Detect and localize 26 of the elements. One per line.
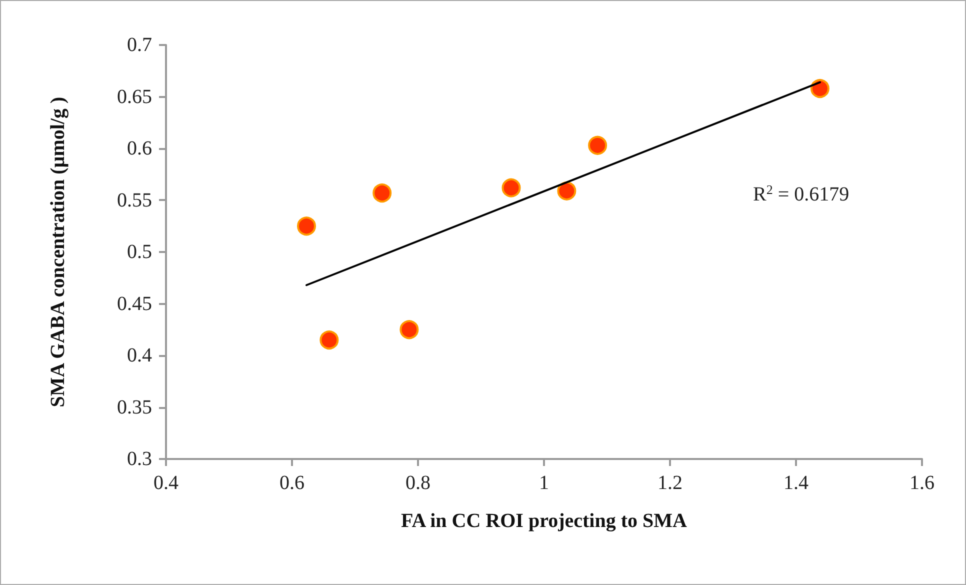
- x-tick-label: 1.4: [784, 472, 808, 494]
- y-tick-label: 0.3: [127, 448, 152, 470]
- x-tick-label: 0.4: [154, 472, 178, 494]
- x-tick-label: 1.6: [910, 472, 934, 494]
- y-tick-label: 0.4: [127, 344, 152, 366]
- y-tick-label: 0.45: [117, 292, 152, 315]
- x-tick-label: 0.6: [280, 472, 304, 494]
- x-axis-title: FA in CC ROI projecting to SMA: [401, 510, 688, 532]
- point: [297, 216, 316, 236]
- point: [557, 181, 576, 200]
- x-tick-label: 1: [539, 472, 549, 494]
- y-tick-label: 0.6: [127, 138, 152, 160]
- point: [400, 320, 419, 340]
- x-tick-label: 0.8: [406, 472, 430, 494]
- point: [320, 330, 339, 350]
- y-tick-label: 0.55: [117, 189, 152, 212]
- y-tick-label: 0.35: [117, 396, 152, 418]
- y-axis-title: SMA GABA concentration (µmol/g ): [47, 96, 69, 408]
- point: [502, 178, 521, 198]
- point: [372, 184, 392, 202]
- point: [810, 78, 830, 98]
- y-tick-label: 0.65: [117, 86, 152, 108]
- y-tick-label: 0.7: [127, 34, 152, 56]
- x-tick-label: 1.2: [658, 472, 682, 494]
- y-tick-label: 0.5: [127, 241, 152, 263]
- point: [588, 136, 608, 155]
